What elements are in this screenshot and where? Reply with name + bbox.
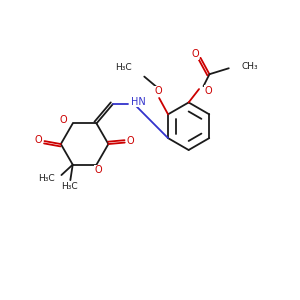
Text: O: O — [60, 116, 68, 125]
Text: H₃C: H₃C — [61, 182, 78, 191]
Text: H₃C: H₃C — [115, 63, 132, 72]
Text: HN: HN — [131, 97, 146, 107]
Text: O: O — [155, 86, 162, 96]
Text: CH₃: CH₃ — [241, 62, 258, 71]
Text: H₃C: H₃C — [38, 173, 55, 182]
Text: O: O — [94, 165, 102, 175]
Text: O: O — [204, 85, 212, 96]
Text: O: O — [191, 49, 199, 59]
Text: O: O — [35, 135, 42, 145]
Text: O: O — [127, 136, 134, 146]
